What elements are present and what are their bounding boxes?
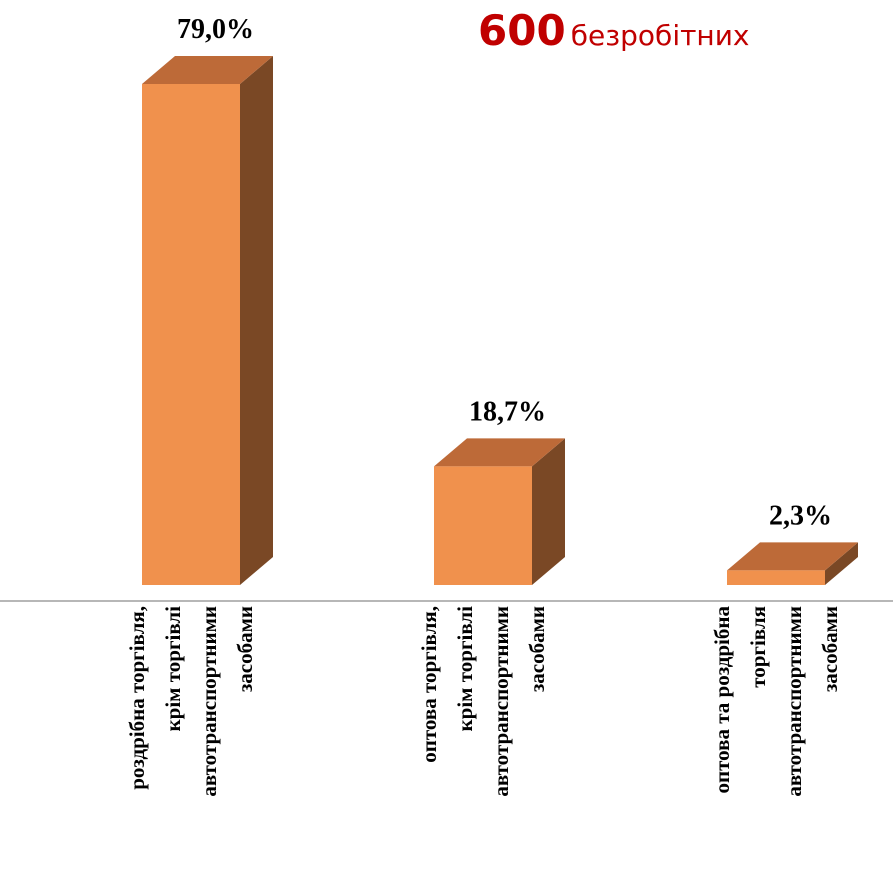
- bar-1: [142, 84, 240, 585]
- bar-top-1: [142, 56, 273, 84]
- category-label-3-line-3: автотранспортними: [782, 606, 806, 797]
- category-label-2-line-1: оптова торгівля,: [417, 606, 441, 763]
- unemployed-label: безробітних: [570, 19, 750, 52]
- bar-side-2: [532, 438, 565, 585]
- category-label-3-line-2: торгівля: [746, 606, 770, 688]
- category-label-2-line-3: автотранспортними: [489, 606, 513, 797]
- category-label-1-line-1: роздрібна торгівля,: [125, 606, 149, 790]
- headline: 600 безробітних: [478, 6, 749, 55]
- bar-side-1: [240, 56, 273, 585]
- data-label-1: 79,0%: [177, 14, 254, 45]
- category-label-3-line-1: оптова та роздрібна: [710, 606, 734, 794]
- category-label-3-line-4: засобами: [818, 606, 842, 692]
- category-label-2-line-4: засобами: [525, 606, 549, 692]
- category-label-2-line-2: крім торгівлі: [453, 606, 477, 732]
- data-label-2: 18,7%: [469, 396, 546, 427]
- bar-2: [434, 466, 532, 585]
- data-label-3: 2,3%: [769, 500, 832, 531]
- category-label-1-line-3: автотранспортними: [197, 606, 221, 797]
- bar-top-2: [434, 438, 565, 467]
- bar-3: [727, 570, 825, 585]
- bar-side-3: [825, 542, 858, 585]
- bar-top-3: [727, 542, 858, 571]
- unemployed-count: 600: [478, 6, 566, 55]
- category-label-1-line-2: крім торгівлі: [161, 606, 185, 732]
- category-label-1-line-4: засобами: [233, 606, 257, 692]
